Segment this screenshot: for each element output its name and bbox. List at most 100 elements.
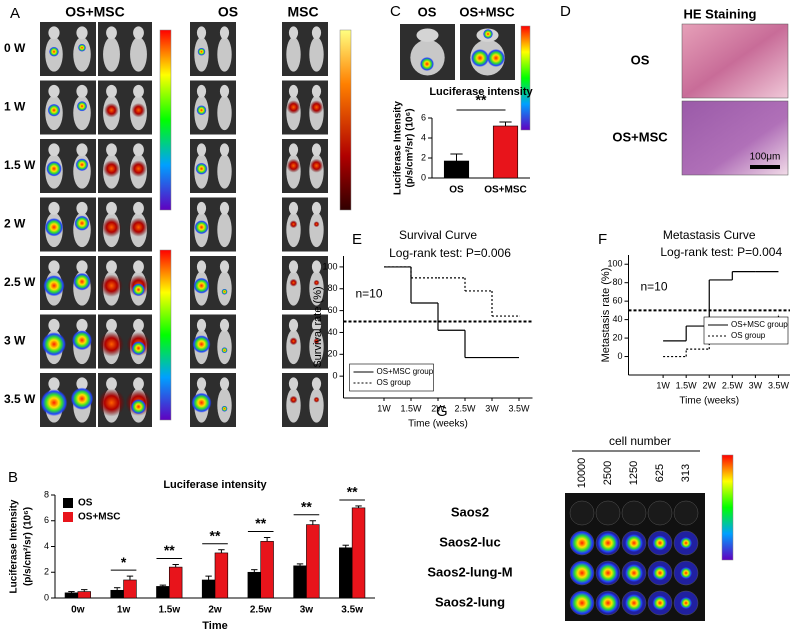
mouse-head (133, 260, 144, 274)
y-tick-label: 60 (612, 296, 622, 306)
bar (64, 592, 79, 599)
row-label: 3 W (4, 334, 26, 348)
y-tick-label: 40 (612, 314, 622, 324)
bar (443, 160, 470, 179)
mouse-head (106, 26, 117, 40)
signal (196, 105, 207, 116)
row-label: 0 W (4, 41, 26, 55)
mouse-body (286, 388, 301, 423)
bar (247, 571, 262, 599)
x-tick-label: 1W (656, 380, 670, 390)
well (647, 500, 673, 526)
histology-image (681, 23, 789, 99)
significance-label: ** (301, 498, 312, 514)
x-tick-label: 3W (485, 403, 499, 413)
y-tick-label: 0 (332, 371, 337, 381)
signal (286, 158, 301, 173)
scale-bar-label: 100μm (750, 152, 781, 163)
mouse-head (416, 28, 439, 42)
mouse-head (311, 260, 322, 274)
signal (289, 278, 298, 287)
mouse-head (133, 318, 144, 332)
row-label: 2.5 W (4, 275, 36, 289)
signal (44, 218, 64, 237)
significance-label: ** (476, 92, 487, 108)
bar (260, 541, 274, 599)
signal (99, 331, 124, 357)
signal (483, 29, 493, 39)
signal (289, 337, 298, 346)
mouse-head (219, 318, 230, 332)
mouse-head (196, 84, 207, 98)
mouse-head (196, 201, 207, 215)
mouse-head (133, 377, 144, 391)
mouse-body (286, 329, 301, 365)
signal (131, 103, 146, 118)
row-label: 3.5 W (4, 392, 36, 406)
mouse-body (73, 95, 91, 131)
signal (49, 46, 59, 57)
signal (130, 399, 147, 415)
chart-title: Luciferase intensity (429, 86, 533, 98)
mouse-body (217, 329, 232, 365)
y-tick-label: 60 (327, 305, 337, 315)
signal (289, 395, 298, 404)
signal (471, 49, 489, 67)
mouse-body (286, 212, 301, 248)
significance-label: ** (210, 527, 221, 543)
signal (73, 272, 91, 291)
mouse-body (309, 212, 324, 248)
mouse-head (311, 377, 322, 391)
mouse-head (76, 26, 88, 40)
mouse-head (288, 318, 299, 332)
color-scale (339, 29, 352, 211)
mouse-head (196, 318, 207, 332)
signal (100, 274, 123, 297)
mouse-head (133, 26, 144, 40)
signal (40, 389, 68, 417)
signal (570, 561, 594, 585)
legend-label: OS (78, 498, 93, 509)
signal (193, 277, 210, 294)
chart-title: Survival Curve (399, 228, 477, 242)
row-label: Saos2-lung (435, 594, 505, 609)
signal (130, 160, 147, 178)
row-label: 2 W (4, 217, 26, 231)
signal (46, 160, 62, 177)
signal (652, 565, 668, 581)
x-tick-label: 0w (71, 605, 85, 616)
mouse-body (130, 37, 147, 72)
x-tick-label: 3W (749, 380, 763, 390)
panel-label: G (436, 403, 448, 420)
bar (339, 547, 353, 599)
annotation: n=10 (641, 279, 668, 293)
bar (306, 524, 320, 599)
column-header: OS (218, 4, 238, 20)
y-axis-label: Luciferase Intensity (9, 499, 20, 593)
signal (43, 275, 65, 297)
mouse-head (48, 318, 60, 332)
signal (597, 562, 619, 584)
x-tick-label: OS+MSC (484, 185, 527, 196)
mouse-head (288, 84, 299, 98)
y-tick-label: 100 (607, 259, 622, 269)
signal (47, 103, 61, 117)
signal (101, 217, 122, 238)
well (569, 500, 595, 526)
bar (110, 589, 124, 599)
mouse-head (48, 84, 60, 98)
signal (195, 162, 208, 175)
legend-swatch (63, 512, 73, 522)
panel-label: C (390, 3, 401, 20)
signal (487, 49, 505, 67)
x-tick-label: 1.5W (400, 403, 422, 413)
mouse-body (309, 271, 324, 306)
x-tick-label: 3.5W (508, 403, 530, 413)
x-tick-label: OS (449, 185, 464, 196)
mouse-head (133, 84, 144, 98)
signal (131, 341, 146, 356)
mouse-head (76, 318, 88, 332)
image-label: OS (418, 4, 437, 19)
x-tick-label: 2.5W (722, 380, 744, 390)
y-tick-label: 6 (44, 515, 49, 525)
